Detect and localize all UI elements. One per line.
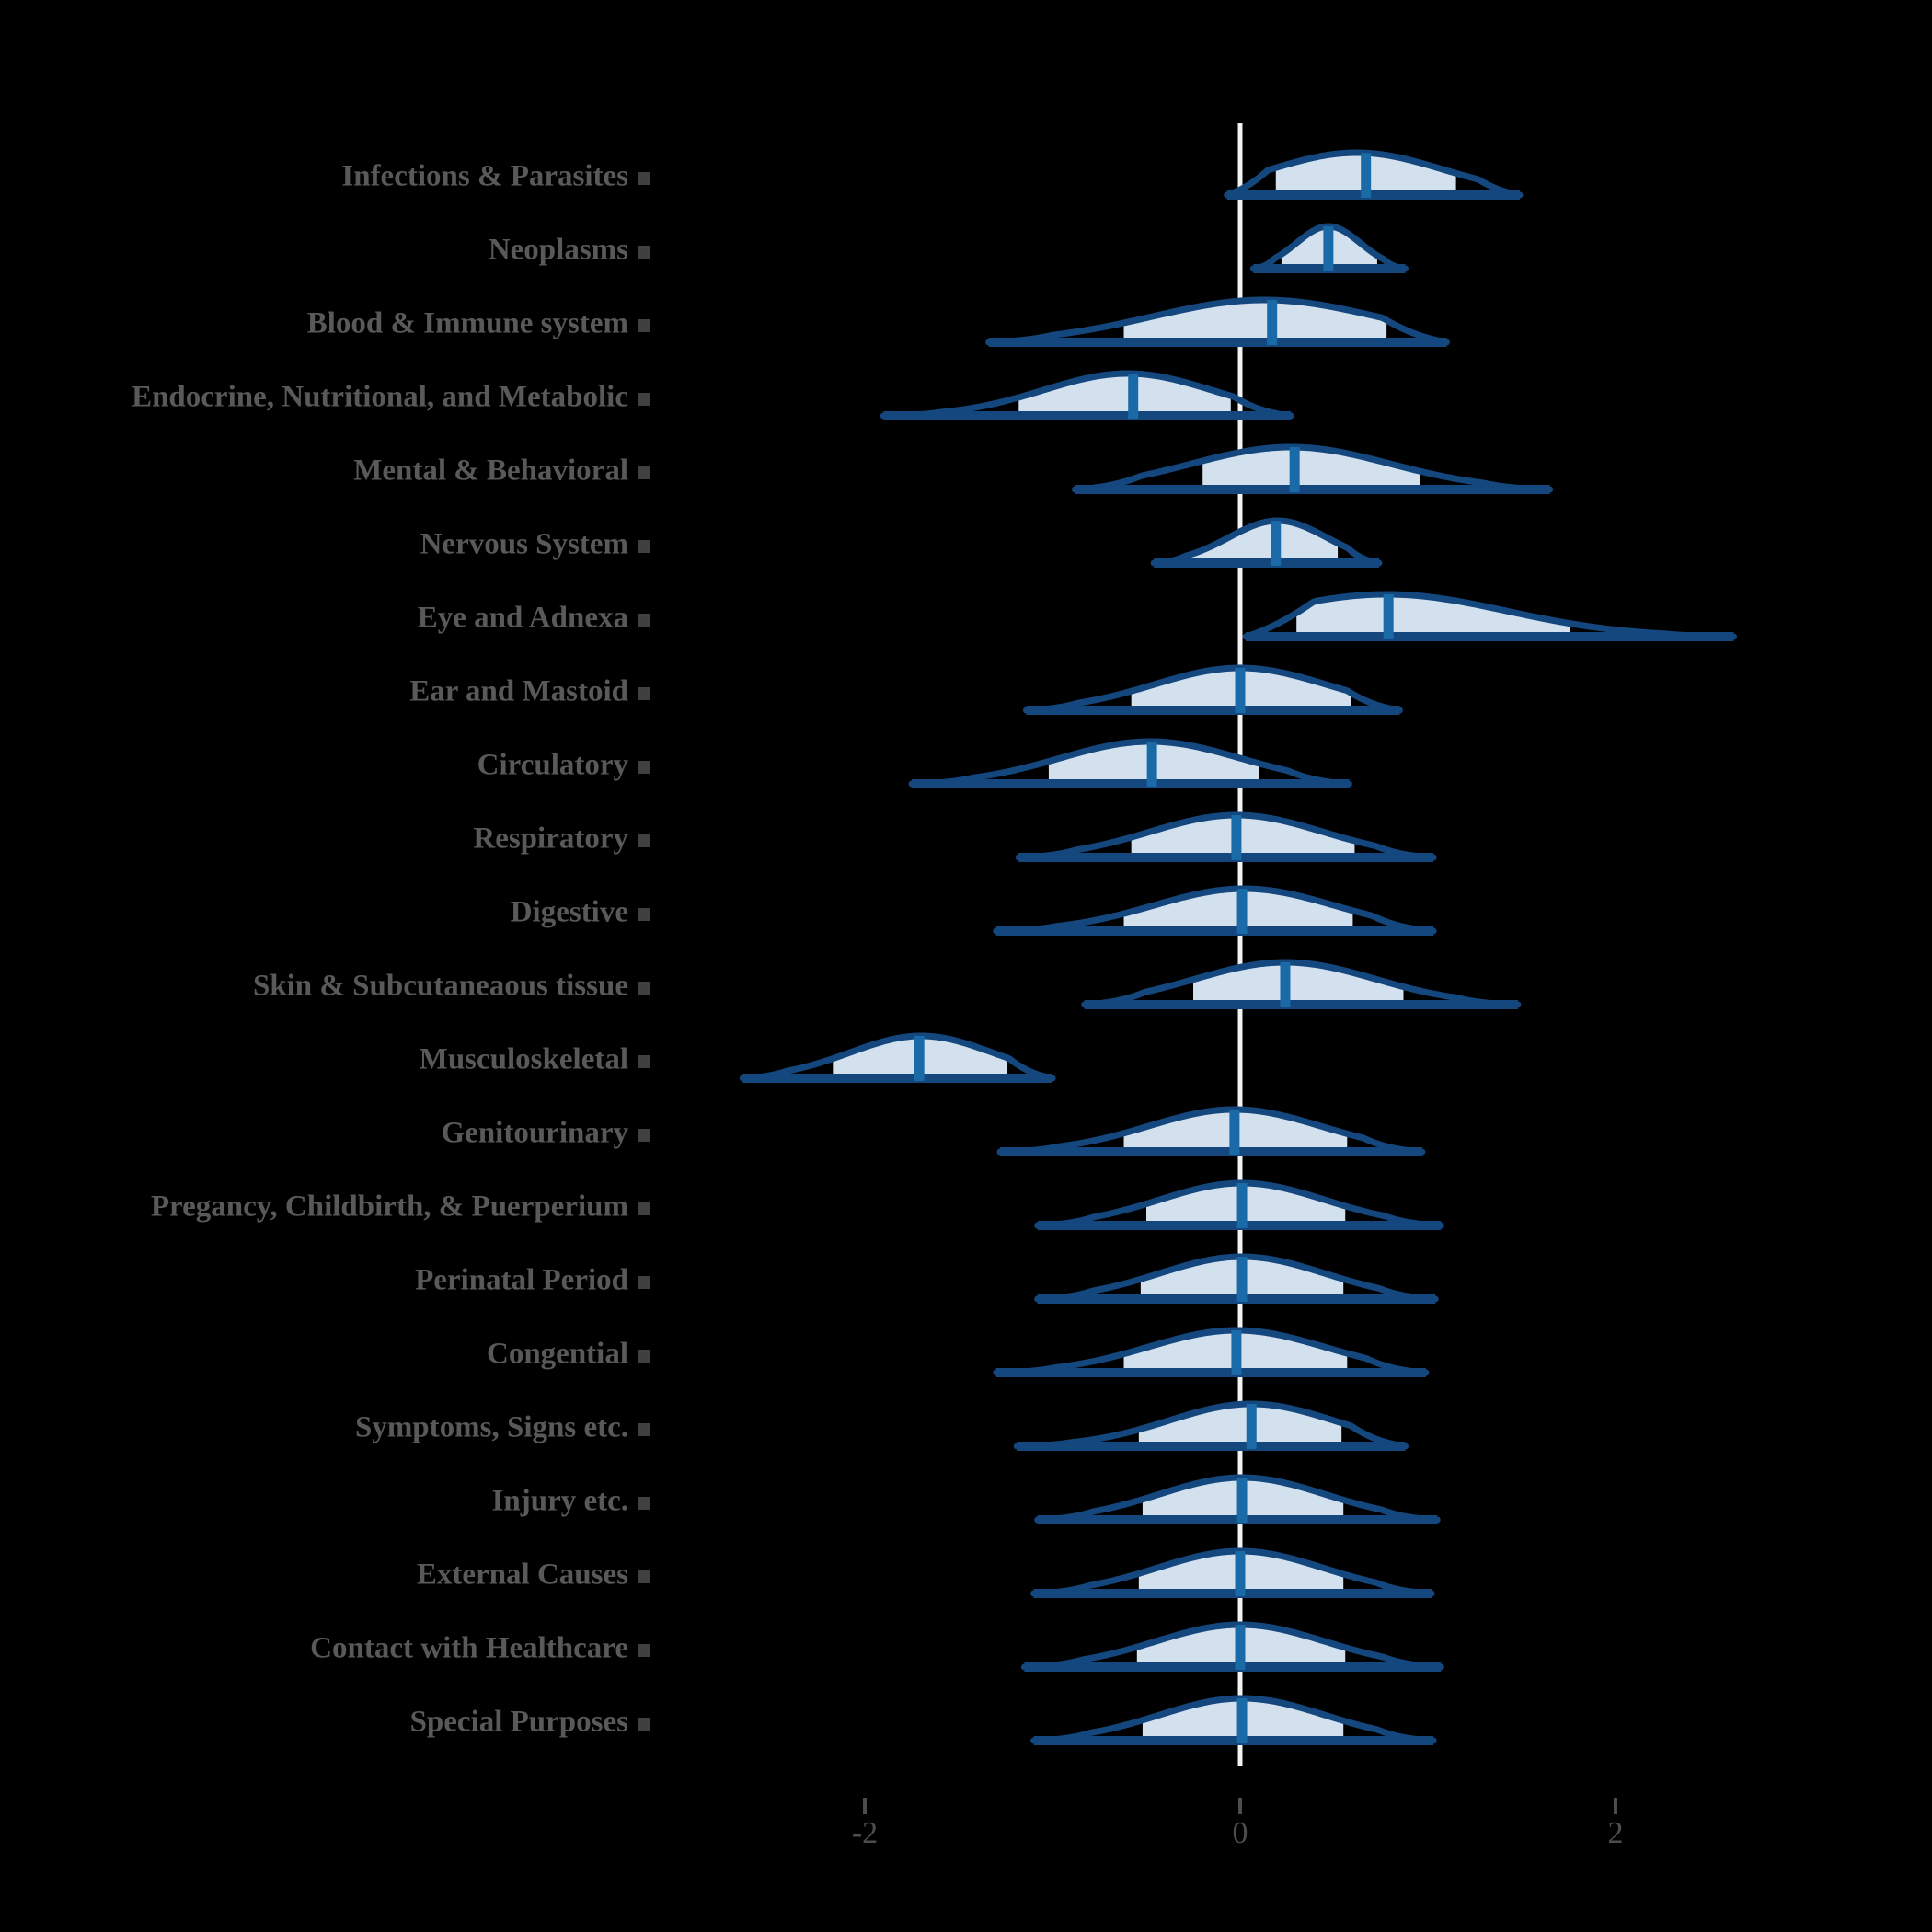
category-label: Circulatory	[477, 749, 629, 782]
violin-row[interactable]	[1081, 959, 1522, 1009]
category-tick-mark	[638, 1423, 650, 1436]
violin-row[interactable]	[1020, 1621, 1444, 1672]
violin-density-outline	[1224, 149, 1524, 199]
violin-density-outline	[1034, 1253, 1439, 1303]
category-tick-mark	[638, 1570, 650, 1583]
x-axis-tick-label: 0	[1233, 1816, 1248, 1850]
category-label: Contact with Healthcare	[310, 1632, 628, 1665]
violin-row[interactable]	[1013, 1400, 1409, 1451]
category-tick-mark	[638, 466, 650, 479]
violin-row[interactable]	[996, 1106, 1426, 1156]
violin-row[interactable]	[1242, 591, 1738, 641]
category-label: Nervous System	[420, 528, 628, 561]
category-label: Symptoms, Signs etc.	[355, 1411, 628, 1444]
category-tick-mark	[638, 982, 650, 995]
category-label: Congential	[487, 1338, 628, 1371]
violin-row[interactable]	[1071, 443, 1554, 494]
violin-row[interactable]	[1034, 1474, 1441, 1524]
category-label: Perinatal Period	[415, 1264, 628, 1297]
violin-density-outline	[996, 1106, 1426, 1156]
violin-density-outline	[993, 885, 1437, 935]
category-label: Blood & Immune system	[307, 307, 628, 340]
violin-row[interactable]	[908, 738, 1352, 788]
category-label: Eye and Adnexa	[418, 602, 628, 635]
category-tick-mark	[638, 1129, 650, 1142]
violin-density-outline	[739, 1032, 1056, 1082]
violin-density-outline	[1030, 1695, 1437, 1744]
category-tick-mark	[638, 834, 650, 847]
category-label: Ear and Mastoid	[409, 675, 628, 708]
violin-density-outline	[1020, 1621, 1444, 1671]
category-label: External Causes	[417, 1558, 628, 1592]
violin-row[interactable]	[985, 296, 1450, 347]
category-label: Endocrine, Nutritional, and Metabolic	[132, 381, 628, 414]
category-tick-mark	[638, 319, 650, 332]
category-tick-mark	[638, 1055, 650, 1068]
violin-row[interactable]	[880, 370, 1294, 420]
violin-row[interactable]	[739, 1032, 1056, 1083]
violin-interval-fill	[1296, 594, 1571, 637]
category-tick-mark	[638, 1350, 650, 1363]
category-labels: Infections & Parasites Neoplasms Blood & I…	[132, 160, 650, 1739]
violin-density-outline	[993, 1327, 1430, 1376]
x-axis-tick-label: -2	[852, 1816, 878, 1850]
x-axis: -2 0 2	[852, 1798, 1624, 1850]
category-label: Injury etc.	[492, 1485, 628, 1518]
category-tick-mark	[638, 614, 650, 627]
violin-density-outline	[1030, 1547, 1435, 1597]
category-tick-mark	[638, 1276, 650, 1289]
category-tick-mark	[638, 1644, 650, 1657]
violin-row[interactable]	[1249, 223, 1409, 273]
violin-rows	[739, 149, 1738, 1745]
category-tick-mark	[638, 687, 650, 700]
category-tick-mark	[638, 393, 650, 406]
category-tick-mark	[638, 1497, 650, 1510]
violin-row[interactable]	[1150, 517, 1383, 568]
violin-density-outline	[985, 296, 1450, 346]
violin-density-outline	[908, 738, 1352, 788]
category-label: Neoplasms	[489, 234, 628, 267]
category-tick-mark	[638, 761, 650, 774]
violin-row[interactable]	[1022, 664, 1403, 715]
violin-density-outline	[880, 370, 1294, 420]
category-tick-mark	[638, 172, 650, 185]
violin-row[interactable]	[1034, 1179, 1444, 1230]
violin-density-outline	[1022, 664, 1403, 714]
category-tick-mark	[638, 908, 650, 921]
violin-row[interactable]	[1224, 149, 1524, 200]
violin-row[interactable]	[993, 1327, 1430, 1377]
violin-density-outline	[1015, 811, 1437, 861]
violin-density-outline	[1081, 959, 1522, 1008]
violin-density-outline	[1150, 517, 1383, 567]
category-tick-mark	[638, 246, 650, 259]
category-label: Respiratory	[473, 822, 628, 856]
category-label: Pregancy, Childbirth, & Puerperium	[151, 1190, 628, 1224]
violin-row[interactable]	[1034, 1253, 1439, 1304]
category-label: Skin & Subcutaneaous tissue	[253, 970, 628, 1003]
violin-density-outline	[1013, 1400, 1409, 1450]
category-tick-mark	[638, 1202, 650, 1215]
x-axis-tick-label: 2	[1608, 1816, 1624, 1850]
category-label: Special Purposes	[410, 1706, 629, 1739]
violin-interval-fill	[1190, 521, 1339, 563]
violin-density-outline	[1071, 443, 1554, 493]
violin-row[interactable]	[1015, 811, 1437, 862]
violin-row[interactable]	[993, 885, 1437, 936]
violin-row[interactable]	[1030, 1695, 1437, 1745]
category-tick-mark	[638, 540, 650, 553]
category-tick-mark	[638, 1718, 650, 1731]
violin-row[interactable]	[1030, 1547, 1435, 1598]
category-label: Mental & Behavioral	[353, 454, 628, 488]
category-label: Genitourinary	[442, 1117, 629, 1150]
category-label: Digestive	[511, 896, 628, 929]
category-label: Infections & Parasites	[341, 160, 628, 193]
category-label: Musculoskeletal	[420, 1043, 628, 1076]
